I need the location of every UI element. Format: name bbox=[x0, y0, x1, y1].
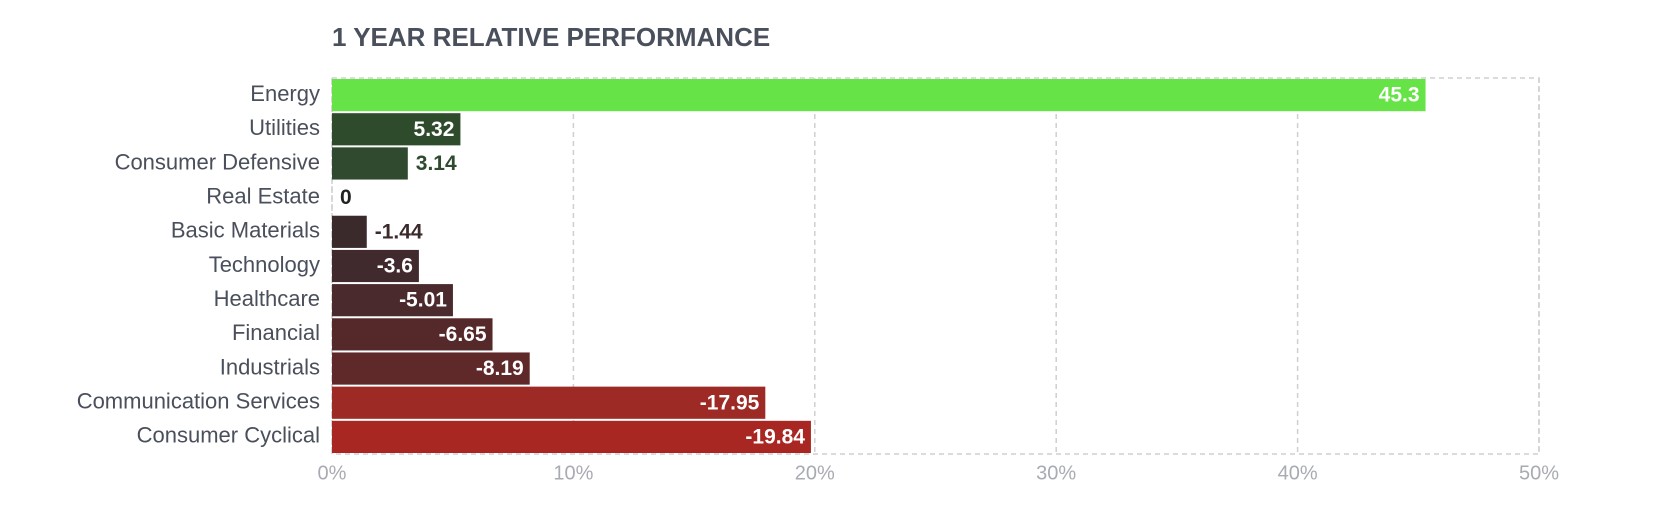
value-label: 45.3 bbox=[1379, 84, 1420, 107]
y-tick-label: Consumer Cyclical bbox=[137, 423, 320, 448]
x-tick-label: 50% bbox=[1519, 462, 1559, 484]
y-tick-label: Consumer Defensive bbox=[115, 149, 320, 174]
chart-title: 1 YEAR RELATIVE PERFORMANCE bbox=[332, 22, 770, 52]
bar bbox=[332, 147, 408, 180]
value-label: -3.6 bbox=[377, 255, 413, 278]
value-label: -19.84 bbox=[745, 425, 805, 448]
value-label: 0 bbox=[340, 186, 352, 209]
value-label: 3.14 bbox=[416, 152, 457, 175]
value-label: 5.32 bbox=[414, 118, 455, 141]
y-tick-label: Healthcare bbox=[214, 286, 320, 311]
value-label: -1.44 bbox=[375, 220, 423, 243]
value-label: -8.19 bbox=[476, 357, 524, 380]
y-tick-label: Communication Services bbox=[77, 389, 320, 414]
y-tick-label: Financial bbox=[232, 320, 320, 345]
y-tick-label: Energy bbox=[250, 81, 320, 106]
bar bbox=[332, 420, 811, 453]
bar bbox=[332, 318, 493, 351]
x-tick-label: 40% bbox=[1278, 462, 1318, 484]
x-tick-label: 10% bbox=[553, 462, 593, 484]
value-label: -17.95 bbox=[700, 391, 760, 414]
bar bbox=[332, 352, 530, 385]
bar bbox=[332, 386, 766, 419]
x-tick-label: 20% bbox=[795, 462, 835, 484]
bar bbox=[332, 113, 461, 146]
y-tick-label: Industrials bbox=[220, 354, 320, 379]
bar bbox=[332, 79, 1426, 112]
plot-frame bbox=[331, 77, 1540, 455]
x-tick-label: 0% bbox=[318, 462, 347, 484]
y-tick-label: Real Estate bbox=[206, 183, 320, 208]
x-tick-label: 30% bbox=[1036, 462, 1076, 484]
bar bbox=[332, 215, 367, 248]
value-label: -6.65 bbox=[439, 323, 487, 346]
bar bbox=[332, 284, 453, 317]
y-tick-label: Technology bbox=[209, 252, 320, 277]
y-tick-label: Basic Materials bbox=[171, 218, 320, 243]
y-tick-label: Utilities bbox=[249, 115, 320, 140]
value-label: -5.01 bbox=[399, 289, 447, 312]
bar bbox=[332, 249, 419, 283]
